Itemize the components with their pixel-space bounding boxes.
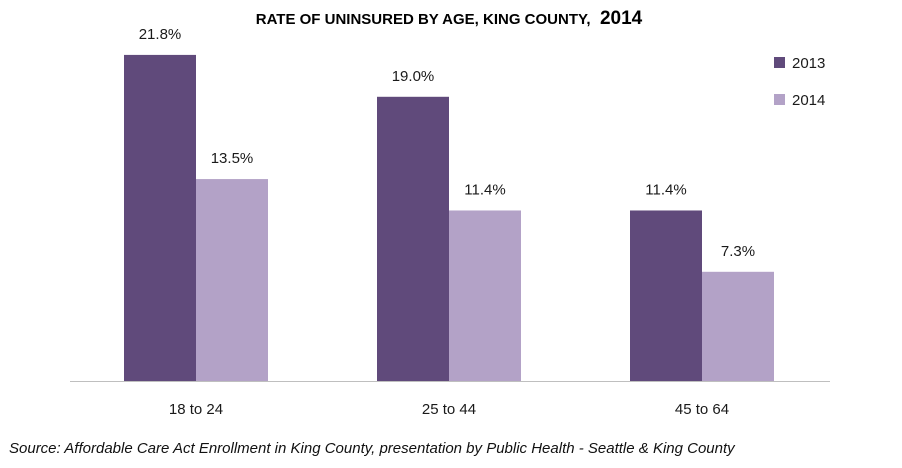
legend-swatch-2013 — [774, 57, 785, 68]
x-tick-label: 18 to 24 — [169, 401, 223, 418]
legend-swatch-2014 — [774, 94, 785, 105]
data-label-2014-45-to-64: 7.3% — [721, 243, 755, 260]
x-tick-label: 25 to 44 — [422, 401, 476, 418]
bar-2013-18-to-24 — [124, 54, 196, 382]
legend: 2013 2014 — [774, 55, 825, 109]
data-label-2013-18-to-24: 21.8% — [139, 26, 182, 43]
data-label-2013-25-to-44: 19.0% — [392, 68, 435, 85]
x-tick-label: 45 to 64 — [675, 401, 729, 418]
data-label-2013-45-to-64: 11.4% — [645, 181, 686, 198]
chart-title-text: RATE OF UNINSURED BY AGE, KING COUNTY, — [256, 11, 591, 28]
bar-2014-18-to-24 — [196, 179, 268, 381]
bar-chart: RATE OF UNINSURED BY AGE, KING COUNTY, 2… — [70, 8, 830, 418]
bar-2013-45-to-64 — [630, 210, 702, 381]
data-label-2014-25-to-44: 11.4% — [464, 181, 505, 198]
legend-label-2013: 2013 — [792, 55, 825, 72]
x-tick-labels: 18 to 24 25 to 44 45 to 64 — [169, 401, 729, 418]
bar-2014-45-to-64 — [702, 271, 774, 381]
bar-2014-25-to-44 — [449, 210, 521, 381]
source-note: Source: Affordable Care Act Enrollment i… — [9, 440, 735, 457]
bars-group: 21.8% 13.5% 19.0% 11.4% 11.4% 7.3% — [124, 26, 774, 382]
chart-title-year: 2014 — [600, 8, 643, 29]
bar-2013-25-to-44 — [377, 96, 449, 382]
legend-label-2014: 2014 — [792, 92, 825, 109]
chart-title: RATE OF UNINSURED BY AGE, KING COUNTY, 2… — [256, 8, 643, 29]
data-label-2014-18-to-24: 13.5% — [211, 150, 254, 167]
